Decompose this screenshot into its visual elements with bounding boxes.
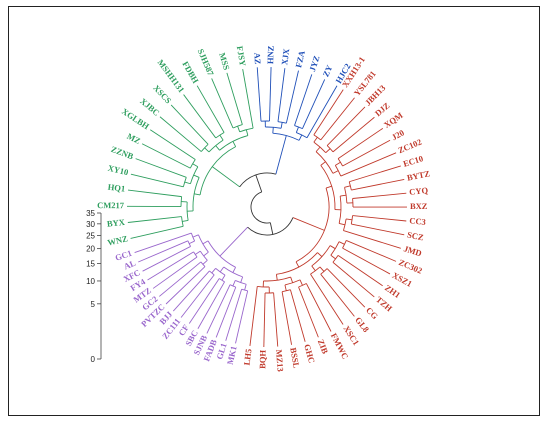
scale-tick-label: 10 [86,277,95,286]
clade-blue [256,67,338,141]
leaf-label-xjx: XJX [279,47,291,66]
figure-frame: 35 30 25 20 15 10 5 0 WNZ BYX CM217 HQ1 XY10 ZZNB MZ X… [8,6,540,416]
leaf-label-hq1: HQ1 [107,182,126,194]
scale-tick-label: 30 [86,220,95,229]
leaf-label-fza: FZA [293,49,307,69]
leaf-label-scz: SCZ [406,229,425,242]
clade-green [126,69,254,239]
leaf-label-ec10: EC10 [402,153,424,169]
leaf-label-zy: ZY [320,63,334,78]
leaf-label-ghc: GHC [302,343,317,364]
leaf-label-wnz: WNZ [107,233,129,247]
leaf-label-az: AZ [252,52,263,65]
leaf-label-bxz: BXZ [410,201,428,211]
height-scale-axis: 35 30 25 20 15 10 5 0 [86,209,102,364]
clade-purple [134,232,249,344]
leaf-label-zc102: ZC102 [397,137,424,156]
leaf-label-mss: MSS [217,52,232,72]
scale-tick-label: 5 [91,300,96,309]
leaf-label-cyq: CYQ [409,185,429,197]
leaf-label-xscs: XSCS [151,83,173,106]
leaf-label-cm217: CM217 [97,200,125,210]
leaf-label-bssl: BSSL [288,347,302,370]
leaf-label-xjbc: XJBC [138,96,161,118]
leaf-label-sjh587: SJH587 [196,47,217,78]
leaf-label-jmd: JMD [402,243,423,258]
leaf-label-gl1: GL1 [214,342,228,361]
leaf-label-lh5: LH5 [242,348,254,366]
leaf-label-mk1: MK1 [225,345,239,366]
root-branches [212,135,325,257]
leaf-label-xy10: XY10 [107,163,130,178]
leaf-label-zib: ZIB [316,338,331,356]
leaf-label-al: AL [122,258,137,272]
leaf-label-j20: J20 [390,127,406,142]
clade-red [249,89,408,347]
leaf-label-zznb: ZZNB [110,144,135,161]
scale-tick-label: 0 [91,355,96,364]
leaf-label-bytz: BYTZ [406,168,431,182]
leaf-label-cg: CG [364,305,380,321]
leaf-label-mz13: MZ13 [274,349,286,372]
leaf-label-fdbh: FDBH [180,60,201,86]
leaf-label-byx: BYX [106,217,126,229]
leaf-label-hnz: HNZ [265,45,276,64]
leaf-label-jyz: JYZ [307,54,322,73]
scale-tick-label: 20 [86,245,95,254]
leaf-label-cc3: CC3 [409,215,426,227]
leaf-label-djz: DJZ [373,100,392,118]
dendrogram-branches [126,67,408,347]
leaf-label-gl8: GL8 [353,315,371,334]
leaf-label-mz: MZ [125,131,142,146]
leaf-label-fjsy: FJSY [235,45,248,67]
scale-tick-label: 15 [86,259,95,268]
scale-tick-label: 25 [86,232,95,241]
scale-tick-label: 35 [86,209,95,218]
leaf-label-bqh: BQH [257,349,267,369]
